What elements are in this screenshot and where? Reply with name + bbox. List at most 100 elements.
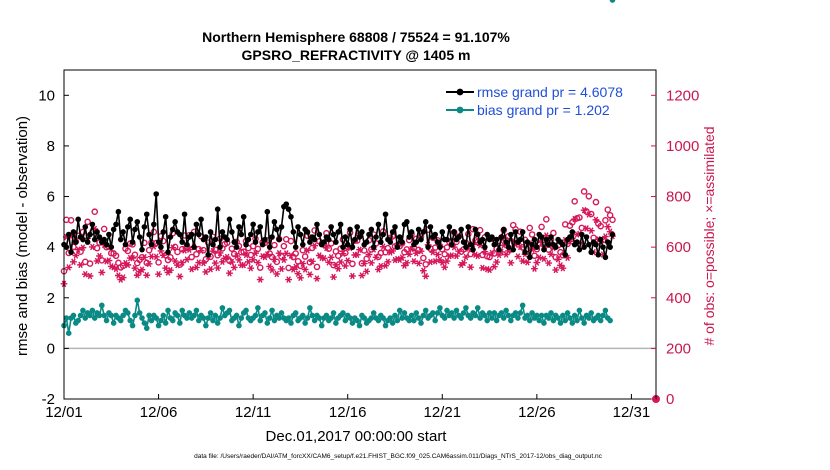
possible-obs-marker	[342, 249, 349, 257]
bias-point	[266, 315, 273, 321]
bias-point	[278, 310, 285, 316]
possible-obs-marker	[141, 239, 148, 247]
assimilated-obs-marker	[552, 266, 560, 274]
rmse-point	[595, 251, 602, 258]
assimilated-obs-marker	[278, 265, 285, 273]
assimilated-obs-marker	[214, 264, 222, 272]
rmse-point	[420, 229, 427, 235]
rmse-point	[276, 236, 282, 243]
rmse-point	[574, 239, 580, 245]
possible-obs-marker	[212, 246, 219, 253]
rmse-point	[87, 231, 93, 238]
assimilated-obs-marker	[398, 254, 406, 261]
bias-point	[165, 307, 171, 314]
rmse-point	[354, 224, 360, 230]
possible-obs-marker	[311, 227, 318, 234]
possible-obs-marker	[420, 254, 427, 262]
rmse-point	[231, 239, 238, 245]
assimilated-obs-marker	[320, 254, 328, 262]
assimilated-obs-marker	[514, 253, 522, 260]
assimilated-obs-marker	[254, 259, 262, 266]
bias-point	[125, 310, 131, 316]
left-axis-ticks: -2 0 2 4 6 8 10	[38, 87, 69, 408]
x-tick-label: 12/31	[613, 404, 651, 421]
possible-obs-marker	[592, 198, 600, 206]
right-tick-label: 0	[666, 391, 674, 408]
rmse-point	[593, 241, 599, 248]
bias-point	[139, 315, 145, 321]
bias-point	[177, 320, 183, 326]
assimilated-obs-marker	[531, 265, 538, 272]
rmse-point	[458, 226, 464, 233]
bias-point	[264, 320, 271, 326]
assimilated-obs-marker	[403, 259, 411, 267]
bias-point	[87, 312, 93, 319]
rmse-point	[91, 236, 98, 243]
rmse-point	[517, 236, 524, 243]
rmse-point	[325, 236, 332, 243]
possible-obs-marker	[100, 225, 108, 233]
possible-obs-marker	[256, 264, 264, 271]
possible-obs-marker	[124, 247, 132, 255]
rmse-point	[106, 231, 112, 238]
assimilated-obs-marker	[559, 264, 567, 272]
rmse-point	[583, 234, 590, 240]
rmse-point	[110, 226, 117, 233]
assimilated-obs-marker	[140, 253, 148, 261]
possible-obs-marker	[247, 251, 255, 259]
bias-point	[77, 312, 84, 319]
rmse-point	[562, 251, 569, 258]
left-tick-label: 6	[47, 189, 55, 206]
rmse-point	[370, 244, 377, 250]
rmse-point	[600, 244, 606, 250]
bias-point	[557, 320, 564, 326]
legend-bias-marker	[456, 106, 464, 114]
rmse-point	[136, 234, 143, 240]
rmse-point	[238, 231, 245, 238]
rmse-point	[373, 234, 379, 240]
data-file-footnote: data file: /Users/raeder/DAI/ATM_forcXX/…	[194, 453, 603, 460]
rmse-point	[500, 226, 507, 233]
rmse-point	[297, 231, 304, 238]
bias-point	[333, 320, 339, 326]
possible-obs-marker	[204, 239, 212, 246]
right-tick-label: 1200	[666, 87, 699, 104]
assimilated-obs-marker	[547, 250, 555, 258]
rmse-point	[188, 231, 195, 238]
rmse-point	[489, 234, 495, 240]
bias-point	[328, 315, 334, 321]
assimilated-obs-marker	[486, 266, 493, 274]
rmse-point	[349, 244, 356, 250]
bias-point	[597, 317, 604, 324]
rmse-point	[103, 241, 110, 248]
assimilated-obs-marker	[86, 272, 94, 280]
bias-point	[269, 307, 275, 314]
bias-point	[302, 320, 308, 326]
rmse-point	[524, 239, 531, 245]
bias-point	[361, 315, 368, 321]
bias-point	[498, 310, 505, 316]
rmse-point	[290, 229, 297, 235]
rmse-point	[155, 239, 162, 245]
assimilated-obs-marker	[230, 264, 238, 271]
bias-point	[541, 320, 547, 326]
bias-point	[422, 307, 429, 314]
assimilated-obs-marker	[363, 268, 371, 275]
rmse-point	[259, 241, 266, 248]
possible-obs-marker	[167, 253, 174, 261]
bias-point	[484, 317, 490, 324]
bias-point	[205, 315, 212, 321]
assimilated-obs-marker	[131, 264, 139, 272]
bias-point	[534, 312, 540, 319]
bias-point	[505, 312, 512, 319]
bias-point	[63, 315, 70, 321]
bias-point	[526, 317, 533, 324]
rmse-point	[193, 221, 200, 228]
bias-point	[160, 312, 167, 319]
rmse-point	[195, 231, 202, 238]
rmse-point	[569, 229, 576, 235]
assimilated-obs-marker	[268, 266, 276, 274]
bias-point	[127, 317, 133, 324]
rmse-point	[219, 229, 226, 235]
rmse-point	[68, 249, 74, 256]
